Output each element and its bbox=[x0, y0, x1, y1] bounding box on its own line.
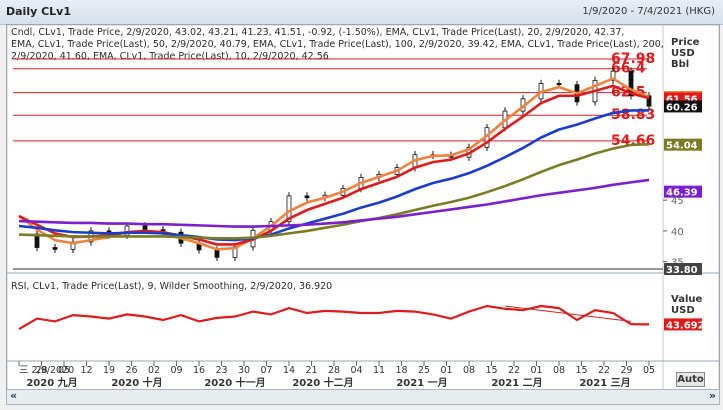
date-range: 1/9/2020 - 7/4/2021 (HKG) bbox=[582, 6, 715, 17]
xaxis-day-label: 30 bbox=[238, 365, 250, 376]
xaxis-day-label: 01 bbox=[530, 365, 542, 376]
candle-body bbox=[214, 249, 220, 258]
candle-body bbox=[628, 70, 634, 97]
candle-body bbox=[286, 195, 292, 223]
xaxis-day-label: 29 bbox=[620, 365, 632, 376]
xaxis-day-label: 22 bbox=[508, 365, 520, 376]
xaxis-day-label: 05 bbox=[643, 365, 655, 376]
xaxis-day-label: 11 bbox=[373, 365, 385, 376]
window-title: Daily CLv1 bbox=[6, 5, 72, 18]
xaxis-day-label: 28 bbox=[328, 365, 340, 376]
price-tag-label: 33.80 bbox=[666, 265, 698, 276]
xaxis-month-label: 2020 九月 bbox=[26, 376, 77, 389]
price-tag bbox=[664, 263, 702, 275]
xaxis-month-label: 2020 十一月 bbox=[204, 376, 265, 389]
rsi-tag bbox=[664, 318, 702, 331]
xaxis-day-label: 05 bbox=[58, 365, 70, 376]
legend-line-1: Cndl, CLv1, Trade Price, 2/9/2020, 43.02… bbox=[11, 27, 624, 38]
xaxis-day-label: 16 bbox=[193, 365, 205, 376]
candle-body bbox=[142, 225, 148, 231]
price-tick-label: 45 bbox=[671, 196, 684, 207]
xaxis-month-label: 2021 三月 bbox=[579, 377, 630, 389]
xaxis-day-label: 18 bbox=[395, 365, 407, 376]
chart-frame[interactable]: Cndl, CLv1, Trade Price, 2/9/2020, 43.02… bbox=[6, 24, 720, 400]
horizontal-scrollbar[interactable]: « » bbox=[6, 389, 720, 405]
legend-line-2: EMA, CLv1, Trade Price(Last), 50, 2/9/20… bbox=[11, 39, 664, 50]
ema-line bbox=[18, 178, 650, 228]
xaxis-day-label: 12 bbox=[80, 365, 92, 376]
xaxis-month-label: 2021 二月 bbox=[491, 377, 542, 389]
xaxis-day-label: 15 bbox=[575, 365, 587, 376]
price-tag bbox=[664, 138, 702, 151]
xaxis-day-label: 28 bbox=[35, 365, 47, 376]
chart-border bbox=[7, 25, 719, 399]
legend-line-3: 2/9/2020, 41.60, EMA, CLv1, Trade Price(… bbox=[11, 51, 329, 62]
ema-line bbox=[18, 109, 649, 242]
rsi-legend: RSI, CLv1, Trade Price(Last), 9, Wilder … bbox=[11, 281, 332, 292]
level-label: 67.98 bbox=[611, 51, 655, 67]
auto-scale-button[interactable]: Auto bbox=[676, 372, 705, 387]
rsi-tag-label: 43.692 bbox=[666, 320, 705, 331]
price-tag-label: 54.04 bbox=[666, 141, 698, 152]
xaxis-month-label: 2020 十二月 bbox=[292, 376, 353, 389]
candle-body bbox=[52, 247, 58, 250]
xaxis-month-label: 2021 一月 bbox=[396, 377, 447, 389]
ema-line bbox=[18, 84, 650, 246]
candle-body bbox=[610, 70, 616, 81]
xaxis-day-label: 26 bbox=[125, 365, 137, 376]
xaxis-day-label: 08 bbox=[553, 365, 565, 376]
xaxis-day-label: 21 bbox=[305, 365, 317, 376]
price-tag-label: 46.39 bbox=[666, 188, 698, 199]
scroll-right-button[interactable]: » bbox=[708, 389, 716, 402]
xaxis-day-label: 14 bbox=[283, 365, 295, 376]
xaxis-day-label: 23 bbox=[215, 365, 227, 376]
window-title-bar: Daily CLv1 1/9/2020 - 7/4/2021 (HKG) bbox=[0, 0, 723, 25]
price-tick-label: 40 bbox=[671, 227, 684, 238]
xaxis-day-label: 01 bbox=[440, 365, 452, 376]
price-tag bbox=[664, 100, 702, 113]
price-axis-title: Price USD Bbl bbox=[671, 37, 700, 70]
price-tag bbox=[664, 185, 702, 198]
xaxis-day-label: 19 bbox=[103, 365, 115, 376]
price-tag-label: 61.56 bbox=[666, 94, 698, 105]
price-tag-label: 60.26 bbox=[666, 102, 698, 113]
xaxis-day-label: 25 bbox=[418, 365, 430, 376]
value-axis-title: Value USD bbox=[671, 294, 703, 316]
candle-body bbox=[556, 83, 562, 86]
xaxis-day-label: 08 bbox=[463, 365, 475, 376]
xaxis-day-label: 三 2/9/2020 bbox=[19, 365, 74, 376]
xaxis-day-label: 22 bbox=[598, 365, 610, 376]
chart-canvas[interactable]: Cndl, CLv1, Trade Price, 2/9/2020, 43.02… bbox=[7, 25, 719, 399]
xaxis-day-label: 04 bbox=[350, 365, 362, 376]
xaxis-day-label: 09 bbox=[170, 365, 182, 376]
rsi-line bbox=[18, 304, 650, 331]
xaxis-day-label: 07 bbox=[260, 365, 272, 376]
xaxis-month-label: 2020 十月 bbox=[111, 376, 162, 389]
candle-body bbox=[304, 195, 310, 199]
ema-line bbox=[18, 142, 650, 240]
level-label: 66.4 bbox=[611, 61, 646, 77]
xaxis-day-label: 15 bbox=[485, 365, 497, 376]
rsi-trendline bbox=[504, 305, 632, 322]
xaxis-day-label: 02 bbox=[148, 365, 160, 376]
scroll-left-button[interactable]: « bbox=[10, 389, 18, 402]
